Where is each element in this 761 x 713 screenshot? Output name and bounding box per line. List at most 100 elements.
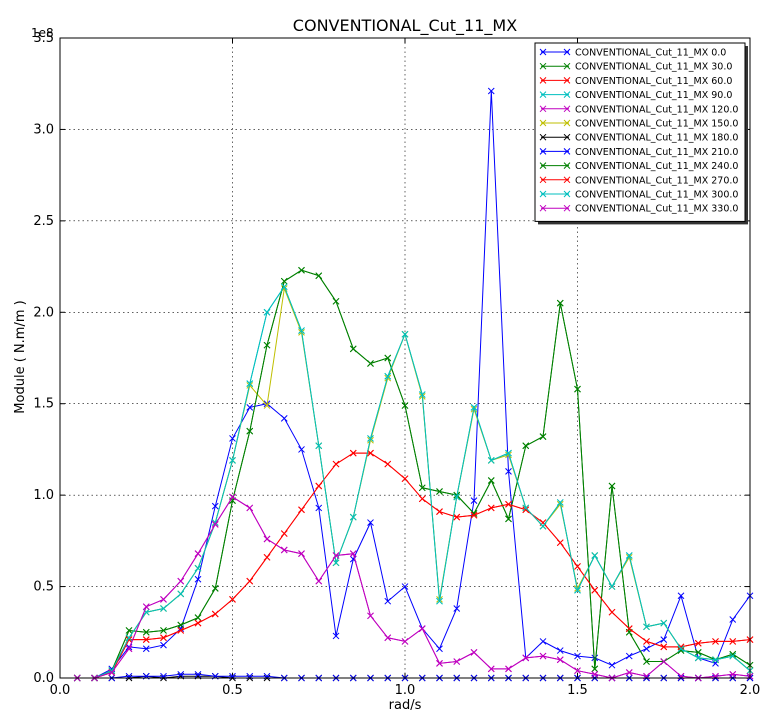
data-point-marker xyxy=(470,497,478,504)
series-10 xyxy=(73,283,754,682)
series-line xyxy=(77,452,751,679)
legend-marker-sample xyxy=(563,105,571,113)
legend-marker-sample xyxy=(563,48,571,56)
data-point-marker xyxy=(349,449,357,457)
x-tick-label: 1.0 xyxy=(395,683,416,698)
data-point-marker xyxy=(608,583,616,590)
data-point-marker xyxy=(177,577,185,585)
data-point-marker xyxy=(315,272,323,280)
x-tick-label: 2.0 xyxy=(740,683,761,698)
data-point-marker xyxy=(643,658,650,665)
data-point-marker xyxy=(194,614,202,622)
data-point-marker xyxy=(729,638,737,645)
data-point-marker xyxy=(660,643,668,651)
data-point-marker xyxy=(401,583,409,590)
legend-label: CONVENTIONAL_Cut_11_MX 270.0 xyxy=(575,175,738,186)
y-axis-label: Module ( N.m/m ) xyxy=(13,300,28,413)
x-tick-label: 0.5 xyxy=(222,683,243,698)
data-point-marker xyxy=(177,590,185,598)
data-point-marker xyxy=(194,550,202,558)
data-point-marker xyxy=(505,500,512,508)
x-tick-label: 0.0 xyxy=(50,683,71,698)
data-point-marker xyxy=(470,511,478,519)
data-point-marker xyxy=(263,341,271,349)
data-point-marker xyxy=(677,592,685,600)
data-point-marker xyxy=(246,577,254,585)
data-point-marker xyxy=(108,669,116,676)
data-point-marker xyxy=(263,402,271,409)
legend-marker-sample xyxy=(539,119,547,127)
data-point-marker xyxy=(625,625,633,632)
data-point-marker xyxy=(194,670,202,678)
legend-label: CONVENTIONAL_Cut_11_MX 300.0 xyxy=(575,190,738,201)
data-point-marker xyxy=(125,627,133,634)
y-tick-label: 3.5 xyxy=(33,31,54,46)
data-point-marker xyxy=(298,266,305,274)
legend: CONVENTIONAL_Cut_11_MX 0.0 CONVENTIONAL_C… xyxy=(534,42,748,225)
series-line xyxy=(77,286,751,679)
data-point-marker xyxy=(591,552,599,559)
data-point-marker xyxy=(487,457,495,464)
legend-marker-sample xyxy=(539,148,547,155)
y-tick-label: 1.5 xyxy=(33,397,54,412)
legend-entry: CONVENTIONAL_Cut_11_MX 330.0 xyxy=(539,204,738,215)
data-point-marker xyxy=(729,616,737,623)
legend-label: CONVENTIONAL_Cut_11_MX 30.0 xyxy=(575,62,732,73)
series-1 xyxy=(73,266,754,682)
data-point-marker xyxy=(522,506,530,514)
data-point-marker xyxy=(263,535,271,543)
data-point-marker xyxy=(177,670,185,678)
data-point-marker xyxy=(384,460,392,468)
legend-label: CONVENTIONAL_Cut_11_MX 210.0 xyxy=(575,147,738,158)
legend-marker-sample xyxy=(563,190,571,198)
data-point-marker xyxy=(418,391,426,398)
legend-label: CONVENTIONAL_Cut_11_MX 60.0 xyxy=(575,76,732,87)
data-point-marker xyxy=(436,660,443,667)
legend-marker-sample xyxy=(563,148,571,155)
data-point-marker xyxy=(574,586,581,594)
data-point-marker xyxy=(211,585,219,592)
legend-marker-sample xyxy=(563,119,571,127)
data-point-marker xyxy=(453,605,461,612)
data-point-marker xyxy=(384,634,392,642)
series-line xyxy=(77,285,751,679)
y-tick-label: 0.5 xyxy=(33,580,54,595)
data-point-marker xyxy=(591,654,599,662)
x-tick-label: 1.5 xyxy=(567,683,588,698)
data-point-marker xyxy=(487,504,495,512)
data-point-marker xyxy=(280,530,288,537)
legend-entry: CONVENTIONAL_Cut_11_MX 120.0 xyxy=(539,104,738,115)
data-point-marker xyxy=(211,610,219,618)
legend-label: CONVENTIONAL_Cut_11_MX 120.0 xyxy=(575,104,738,115)
data-point-marker xyxy=(367,360,374,367)
data-point-marker xyxy=(556,299,564,307)
series-8 xyxy=(73,266,754,682)
series-0 xyxy=(73,87,754,682)
data-point-marker xyxy=(160,605,167,612)
data-point-marker xyxy=(349,513,357,521)
data-point-marker xyxy=(643,623,650,631)
series-line xyxy=(77,496,751,679)
data-point-marker xyxy=(367,435,374,442)
data-point-marker xyxy=(625,669,633,676)
legend-marker-sample xyxy=(563,91,571,98)
legend-marker-sample xyxy=(539,133,547,141)
legend-marker-sample xyxy=(539,77,547,84)
data-point-marker xyxy=(487,477,495,484)
series-11 xyxy=(73,493,754,682)
data-point-marker xyxy=(160,627,167,634)
y-tick-label: 1.0 xyxy=(33,488,54,503)
data-point-marker xyxy=(522,654,530,662)
data-point-marker xyxy=(367,612,374,620)
legend-marker-sample xyxy=(563,176,571,184)
data-point-marker xyxy=(280,283,288,291)
legend-entry: CONVENTIONAL_Cut_11_MX 30.0 xyxy=(539,62,732,73)
legend-label: CONVENTIONAL_Cut_11_MX 330.0 xyxy=(575,204,738,215)
data-point-marker xyxy=(280,414,288,422)
data-point-marker xyxy=(712,656,719,664)
legend-marker-sample xyxy=(539,190,547,198)
data-point-marker xyxy=(436,508,443,515)
legend-marker-sample xyxy=(539,105,547,113)
data-point-marker xyxy=(505,665,512,673)
